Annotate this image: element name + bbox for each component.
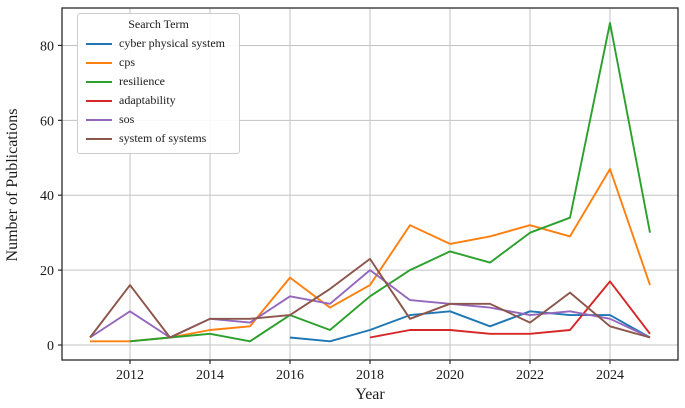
series-line-adaptability (369, 280, 651, 339)
legend-label: sos (119, 112, 135, 126)
legend-label: cps (119, 55, 135, 69)
legend-swatch (86, 99, 112, 102)
x-tick-label: 2012 (116, 368, 144, 383)
y-tick-label: 0 (47, 339, 54, 354)
x-axis-label: Year (355, 386, 385, 403)
legend: Search Term cyber physical system cps resi… (77, 13, 240, 154)
legend-item-adaptability: adaptability (86, 91, 231, 110)
legend-item-resilience: resilience (86, 72, 231, 91)
series-line-system-of-systems (89, 257, 651, 339)
legend-title: Search Term (128, 17, 189, 31)
legend-label: system of systems (119, 131, 207, 145)
series-line-resilience (129, 22, 651, 343)
y-tick-label: 40 (40, 189, 54, 204)
x-tick-label: 2020 (436, 368, 464, 383)
legend-label: resilience (119, 74, 165, 88)
y-tick-label: 80 (40, 39, 54, 54)
legend-label: cyber physical system (119, 36, 225, 50)
y-tick-label: 20 (40, 264, 54, 279)
legend-swatch (86, 118, 112, 121)
series-line-cps (90, 168, 651, 343)
legend-items: cyber physical system cps resilience adapta… (86, 34, 231, 148)
legend-item-sos: sos (86, 110, 231, 129)
legend-swatch (86, 42, 112, 45)
x-tick-label: 2024 (596, 368, 624, 383)
legend-swatch (86, 61, 112, 64)
y-axis-label: Number of Publications (4, 108, 21, 262)
legend-label: adaptability (119, 93, 176, 107)
x-tick-label: 2022 (516, 368, 544, 383)
x-tick-label: 2014 (196, 368, 224, 383)
y-tick-label: 60 (40, 114, 54, 129)
x-tick-label: 2016 (276, 368, 304, 383)
legend-item-cps: cps (86, 53, 231, 72)
x-tick-label: 2018 (356, 368, 384, 383)
legend-item-system-of-systems: system of systems (86, 129, 231, 148)
legend-item-cyber-physical-system: cyber physical system (86, 34, 231, 53)
legend-swatch (86, 137, 112, 140)
legend-swatch (86, 80, 112, 83)
